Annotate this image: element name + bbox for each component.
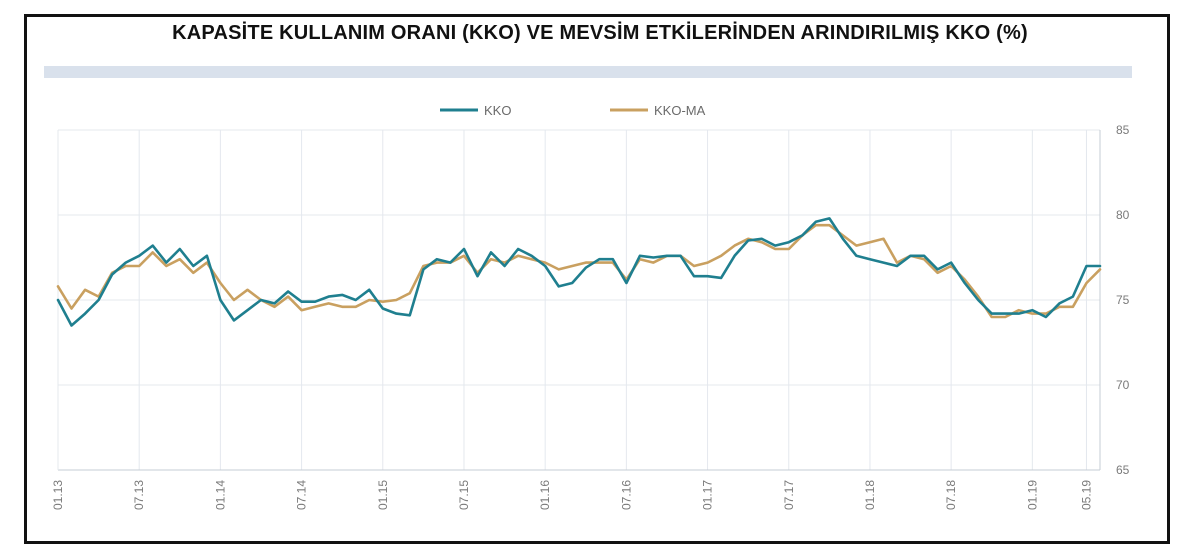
series-line-kko bbox=[56, 217, 1102, 327]
x-tick-label: 01.15 bbox=[376, 480, 390, 510]
x-tick-label: 01.17 bbox=[701, 480, 715, 510]
legend-label-kko: KKO bbox=[484, 103, 511, 118]
x-tick-label: 07.13 bbox=[132, 480, 146, 510]
grid-lines bbox=[57, 129, 1100, 471]
x-tick-label: 05.19 bbox=[1079, 480, 1093, 510]
x-tick-label: 07.16 bbox=[619, 480, 633, 510]
x-tick-label: 07.17 bbox=[782, 480, 796, 510]
x-tick-label: 07.15 bbox=[457, 480, 471, 510]
legend-label-kko-ma: KKO-MA bbox=[654, 103, 706, 118]
series-lines bbox=[56, 217, 1102, 327]
y-tick-label: 85 bbox=[1116, 123, 1130, 137]
title-underline-bar bbox=[44, 66, 1132, 78]
x-tick-label: 01.13 bbox=[51, 480, 65, 510]
chart-title: KAPASİTE KULLANIM ORANI (KKO) VE MEVSİM … bbox=[172, 22, 1028, 44]
legend: KKO KKO-MA bbox=[440, 103, 706, 118]
x-tick-label: 01.19 bbox=[1025, 480, 1039, 510]
y-tick-labels: 65 70 75 80 85 bbox=[1116, 123, 1130, 477]
x-tick-label: 01.18 bbox=[863, 480, 877, 510]
x-tick-label: 01.14 bbox=[213, 480, 227, 510]
x-tick-label: 07.14 bbox=[295, 480, 309, 510]
x-tick-label: 01.16 bbox=[538, 480, 552, 510]
y-tick-label: 80 bbox=[1116, 208, 1130, 222]
x-tick-labels: 01.13 07.13 01.14 07.14 01.15 07.15 01.16 07.16… bbox=[51, 480, 1093, 510]
y-tick-label: 75 bbox=[1116, 293, 1130, 307]
y-tick-label: 70 bbox=[1116, 378, 1130, 392]
series-line-kko-ma bbox=[56, 223, 1102, 319]
y-tick-label: 65 bbox=[1116, 463, 1130, 477]
x-tick-label: 07.18 bbox=[944, 480, 958, 510]
